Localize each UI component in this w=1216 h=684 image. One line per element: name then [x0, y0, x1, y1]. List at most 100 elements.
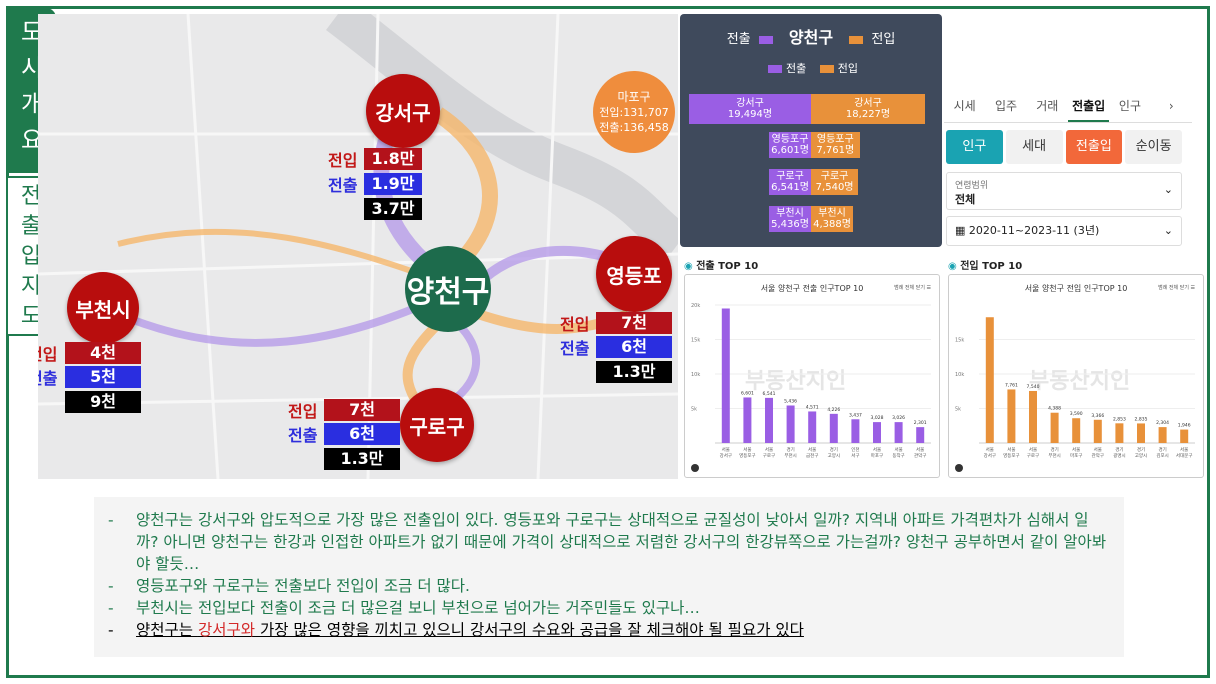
panel-bar-value: 7,540명: [815, 182, 854, 193]
bar: [721, 308, 730, 443]
panel-bar-out: 구로구 6,541명: [769, 169, 811, 195]
guro-in-value: 7천: [324, 399, 400, 421]
notes-box: - 양천구는 강서구와 압도적으로 가장 많은 전출입이 있다. 영등포와 구로구…: [94, 497, 1124, 657]
legend-in-label: 전입: [837, 62, 858, 75]
bucheon-circle[interactable]: 부천시: [67, 272, 139, 344]
data-label: 2,853: [1113, 416, 1126, 422]
data-label: 1,946: [1178, 423, 1191, 429]
gangseo-in-label: 전입: [328, 151, 358, 170]
guro-circle[interactable]: 구로구: [400, 388, 474, 462]
chevron-down-icon: ⌄: [1163, 183, 1173, 196]
note-text: 영등포구와 구로구는 전출보다 전입이 조금 더 많다.: [136, 577, 470, 595]
center-name: 양천구: [406, 275, 490, 310]
y-tick-label: 10k: [691, 372, 700, 378]
tab-price[interactable]: 시세: [953, 99, 976, 113]
panel-title-in: 전입: [871, 32, 896, 47]
x-tick-label: 강서구: [720, 452, 732, 459]
x-tick-label: 경기: [1158, 446, 1166, 453]
age-range-label: 연령범위: [955, 181, 989, 191]
migration-button[interactable]: 전출입: [1065, 130, 1123, 164]
x-tick-label: 서울: [894, 446, 902, 453]
note-item: - 영등포구와 구로구는 전출보다 전입이 조금 더 많다.: [108, 575, 1110, 597]
yeongdeungpo-out-label: 전출: [560, 339, 590, 358]
panel-bar-value: 6,541명: [771, 182, 809, 193]
bucheon-in-label: 전입: [38, 345, 58, 364]
y-tick-label: 15k: [955, 338, 964, 344]
yeongdeungpo-total-value: 1.3만: [596, 361, 672, 383]
bar: [873, 422, 881, 443]
x-tick-label: 서울: [765, 446, 773, 453]
in-chart-header-text: 전입 TOP 10: [960, 261, 1023, 272]
bar: [1115, 423, 1124, 443]
x-tick-label: 구로구: [763, 453, 775, 459]
y-tick-label: 10k: [955, 372, 964, 378]
x-tick-label: 서울: [722, 446, 730, 453]
out-swatch: [758, 35, 773, 44]
x-tick-label: 서울: [873, 446, 881, 453]
x-tick-label: 서울: [808, 446, 816, 453]
x-tick-label: 경기: [830, 446, 838, 453]
yangcheon-center-circle[interactable]: 양천구: [405, 246, 491, 332]
bar: [1050, 412, 1059, 443]
guro-in-label: 전입: [288, 402, 318, 421]
bar: [894, 422, 903, 443]
panel-bar-value: 6,601명: [771, 145, 809, 156]
chart-logo-icon: [955, 464, 963, 472]
bar: [1072, 418, 1081, 443]
note-conclusion-highlight: 강서구와: [197, 621, 256, 639]
out-chart-menu[interactable]: 범례 전체 닫기 ☰: [894, 285, 931, 291]
tab-move-in[interactable]: 입주: [994, 99, 1018, 113]
bucheon-name: 부천시: [75, 297, 131, 322]
x-tick-label: 서울: [986, 446, 994, 453]
population-button[interactable]: 인구: [946, 130, 1003, 164]
x-tick-label: 경기: [786, 446, 794, 453]
data-label: 3,026: [892, 415, 905, 421]
tab-next-arrow[interactable]: ›: [1168, 99, 1174, 113]
x-tick-label: 부천시: [784, 452, 796, 459]
tab-city-overview[interactable]: 도 시 개 요: [8, 8, 56, 173]
in-chart-title: 서울 양천구 전입 인구TOP 10: [1024, 284, 1128, 293]
panel-bar-name: 부천시: [818, 208, 846, 219]
panel-title-out: 전출: [726, 32, 751, 47]
guro-out-value: 6천: [324, 423, 400, 445]
bar: [1137, 423, 1145, 443]
data-label: 4,388: [1048, 406, 1061, 412]
panel-bar-name: 강서구: [854, 98, 882, 109]
y-tick-label: 5k: [691, 407, 697, 413]
household-button[interactable]: 세대: [1005, 130, 1063, 164]
panel-legend[interactable]: 전출 전입: [680, 60, 942, 76]
bar: [1093, 419, 1102, 443]
y-tick-label: 20k: [691, 303, 700, 309]
x-tick-label: 경기: [1050, 446, 1058, 453]
x-tick-label: 금천구: [806, 452, 818, 459]
age-range-select[interactable]: 연령범위 전체 ⌄: [946, 172, 1182, 210]
x-tick-label: 구로구: [1027, 453, 1039, 459]
x-tick-label: 영등포구: [1003, 452, 1020, 459]
yeongdeungpo-in-value: 7천: [596, 312, 672, 334]
chart-logo-icon: [691, 464, 699, 472]
out-chart-header: ◉ 전출 TOP 10: [684, 257, 758, 272]
panel-bar-value: 4,388명: [813, 219, 851, 230]
data-label: 2,301: [914, 420, 927, 426]
yeongdeungpo-circle[interactable]: 영등포: [596, 236, 672, 312]
yeongdeungpo-name: 영등포: [606, 263, 662, 288]
panel-bar-in: 구로구 7,540명: [811, 169, 859, 195]
note-item: - 양천구는 강서구와 압도적으로 가장 많은 전출입이 있다. 영등포와 구로구…: [108, 509, 1110, 575]
bucheon-total-value: 9천: [65, 391, 141, 413]
tab-trade[interactable]: 거래: [1036, 99, 1059, 113]
net-migration-button[interactable]: 순이동: [1125, 130, 1182, 164]
date-range-select[interactable]: ▦ 2020-11~2023-11 (3년) ⌄: [946, 216, 1182, 246]
panel-bar-in: 부천시 4,388명: [811, 206, 853, 232]
x-tick-label: 강서구: [984, 452, 996, 459]
out-chart-menu-text: 범례 전체 닫기: [894, 285, 925, 291]
in-chart-menu[interactable]: 범례 전체 닫기 ☰: [1158, 285, 1195, 291]
tab-migration[interactable]: 전출입: [1067, 91, 1110, 122]
guro-total-value: 1.3만: [324, 448, 400, 470]
in-chart-watermark: 부동산지인: [1029, 369, 1131, 394]
x-tick-label: 동작구: [892, 452, 904, 459]
bar: [1158, 427, 1167, 443]
gangseo-in-value: 1.8만: [364, 148, 422, 170]
gangseo-circle[interactable]: 강서구: [366, 74, 440, 148]
tab-population[interactable]: 인구: [1118, 99, 1142, 113]
